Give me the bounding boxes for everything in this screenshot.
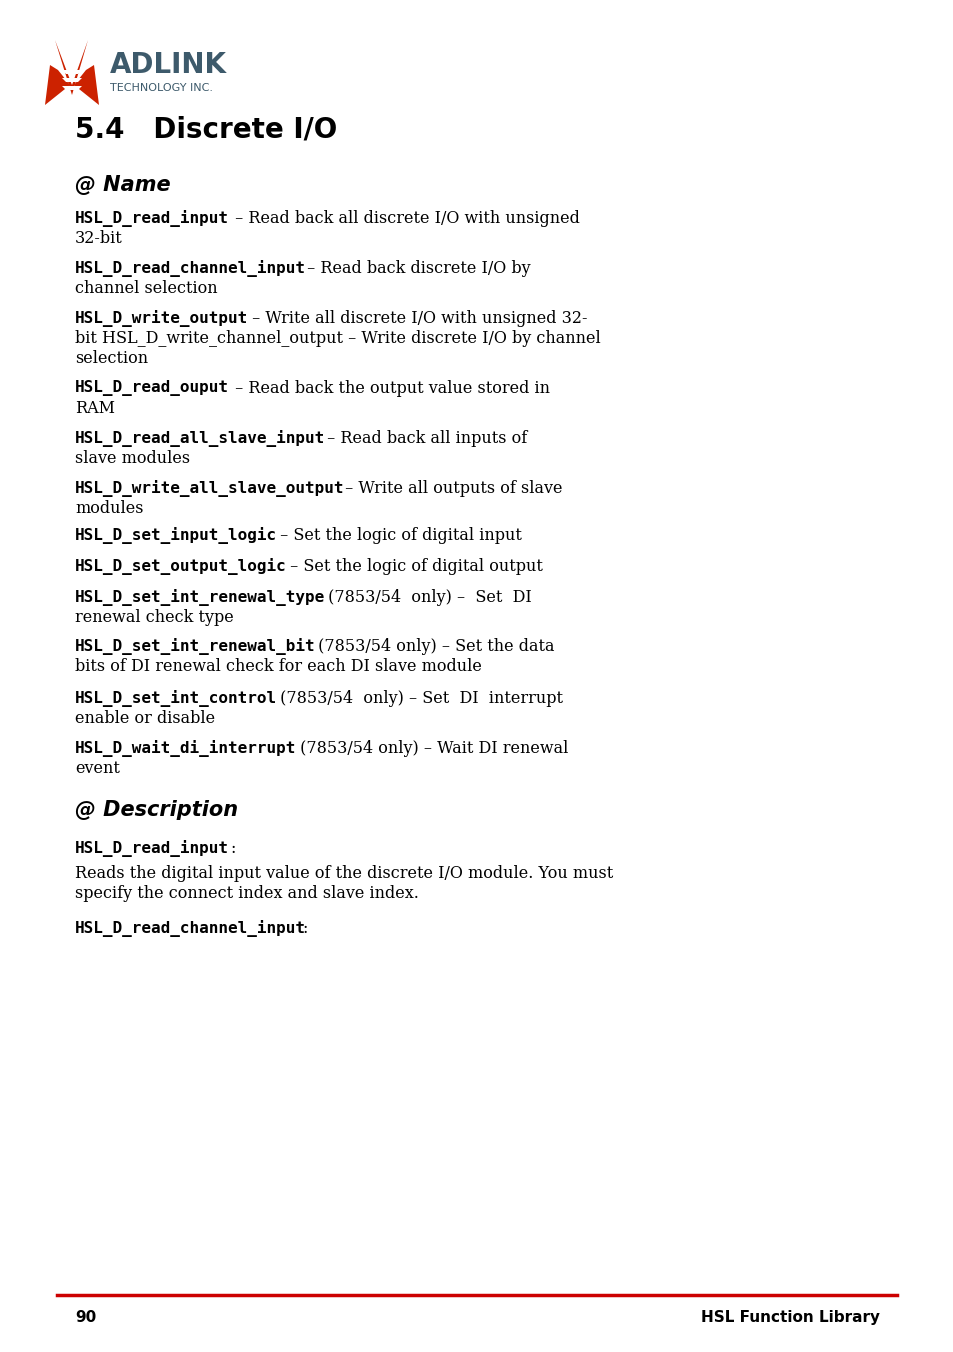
Text: TECHNOLOGY INC.: TECHNOLOGY INC. (110, 82, 213, 93)
Text: HSL_D_set_output_logic: HSL_D_set_output_logic (75, 558, 287, 575)
Text: event: event (75, 760, 120, 777)
Text: bit HSL_D_write_channel_output – Write discrete I/O by channel: bit HSL_D_write_channel_output – Write d… (75, 330, 600, 347)
Text: HSL_D_read_ouput: HSL_D_read_ouput (75, 380, 229, 396)
Text: HSL_D_read_input: HSL_D_read_input (75, 210, 229, 227)
Text: HSL Function Library: HSL Function Library (700, 1310, 879, 1325)
Text: :: : (230, 840, 235, 857)
Text: specify the connect index and slave index.: specify the connect index and slave inde… (75, 886, 418, 902)
Text: – Read back discrete I/O by: – Read back discrete I/O by (302, 260, 530, 277)
Text: @ Description: @ Description (75, 800, 238, 821)
Polygon shape (45, 65, 70, 105)
Text: – Write all outputs of slave: – Write all outputs of slave (339, 480, 562, 498)
Text: 5.4   Discrete I/O: 5.4 Discrete I/O (75, 115, 337, 143)
Text: selection: selection (75, 350, 148, 366)
Text: HSL_D_set_int_renewal_type: HSL_D_set_int_renewal_type (75, 589, 325, 606)
Text: – Set the logic of digital input: – Set the logic of digital input (274, 527, 521, 544)
Text: (7853/54 only) – Set the data: (7853/54 only) – Set the data (313, 638, 554, 654)
Text: HSL_D_read_channel_input: HSL_D_read_channel_input (75, 260, 306, 277)
Text: HSL_D_read_channel_input: HSL_D_read_channel_input (75, 919, 306, 937)
Text: HSL_D_wait_di_interrupt: HSL_D_wait_di_interrupt (75, 740, 296, 757)
Text: HSL_D_write_output: HSL_D_write_output (75, 310, 248, 327)
Polygon shape (62, 78, 82, 82)
Polygon shape (74, 65, 99, 105)
Text: (7853/54  only) – Set  DI  interrupt: (7853/54 only) – Set DI interrupt (274, 690, 562, 707)
Text: HSL_D_write_all_slave_output: HSL_D_write_all_slave_output (75, 480, 344, 498)
Text: slave modules: slave modules (75, 450, 190, 466)
Text: HSL_D_set_int_renewal_bit: HSL_D_set_int_renewal_bit (75, 638, 315, 654)
Text: – Read back the output value stored in: – Read back the output value stored in (230, 380, 550, 397)
Text: – Read back all discrete I/O with unsigned: – Read back all discrete I/O with unsign… (230, 210, 579, 227)
Text: :: : (302, 919, 307, 937)
Text: 32-bit: 32-bit (75, 230, 123, 247)
Text: HSL_D_read_all_slave_input: HSL_D_read_all_slave_input (75, 430, 325, 448)
Text: HSL_D_set_input_logic: HSL_D_set_input_logic (75, 527, 276, 544)
Text: enable or disable: enable or disable (75, 710, 214, 727)
Text: 90: 90 (75, 1310, 96, 1325)
Text: RAM: RAM (75, 400, 115, 416)
Text: – Write all discrete I/O with unsigned 32-: – Write all discrete I/O with unsigned 3… (247, 310, 587, 327)
Text: channel selection: channel selection (75, 280, 217, 297)
Text: modules: modules (75, 500, 143, 516)
Text: Reads the digital input value of the discrete I/O module. You must: Reads the digital input value of the dis… (75, 865, 613, 882)
Polygon shape (62, 87, 82, 91)
Text: – Set the logic of digital output: – Set the logic of digital output (285, 558, 542, 575)
Text: (7853/54  only) –  Set  DI: (7853/54 only) – Set DI (323, 589, 531, 606)
Text: HSL_D_set_int_control: HSL_D_set_int_control (75, 690, 276, 707)
Polygon shape (55, 41, 88, 95)
Text: renewal check type: renewal check type (75, 608, 233, 626)
Text: bits of DI renewal check for each DI slave module: bits of DI renewal check for each DI sla… (75, 658, 481, 675)
Text: @ Name: @ Name (75, 174, 171, 195)
Text: (7853/54 only) – Wait DI renewal: (7853/54 only) – Wait DI renewal (294, 740, 568, 757)
Text: – Read back all inputs of: – Read back all inputs of (322, 430, 527, 448)
Text: ADLINK: ADLINK (110, 51, 227, 78)
Text: HSL_D_read_input: HSL_D_read_input (75, 840, 229, 857)
Polygon shape (62, 70, 82, 74)
